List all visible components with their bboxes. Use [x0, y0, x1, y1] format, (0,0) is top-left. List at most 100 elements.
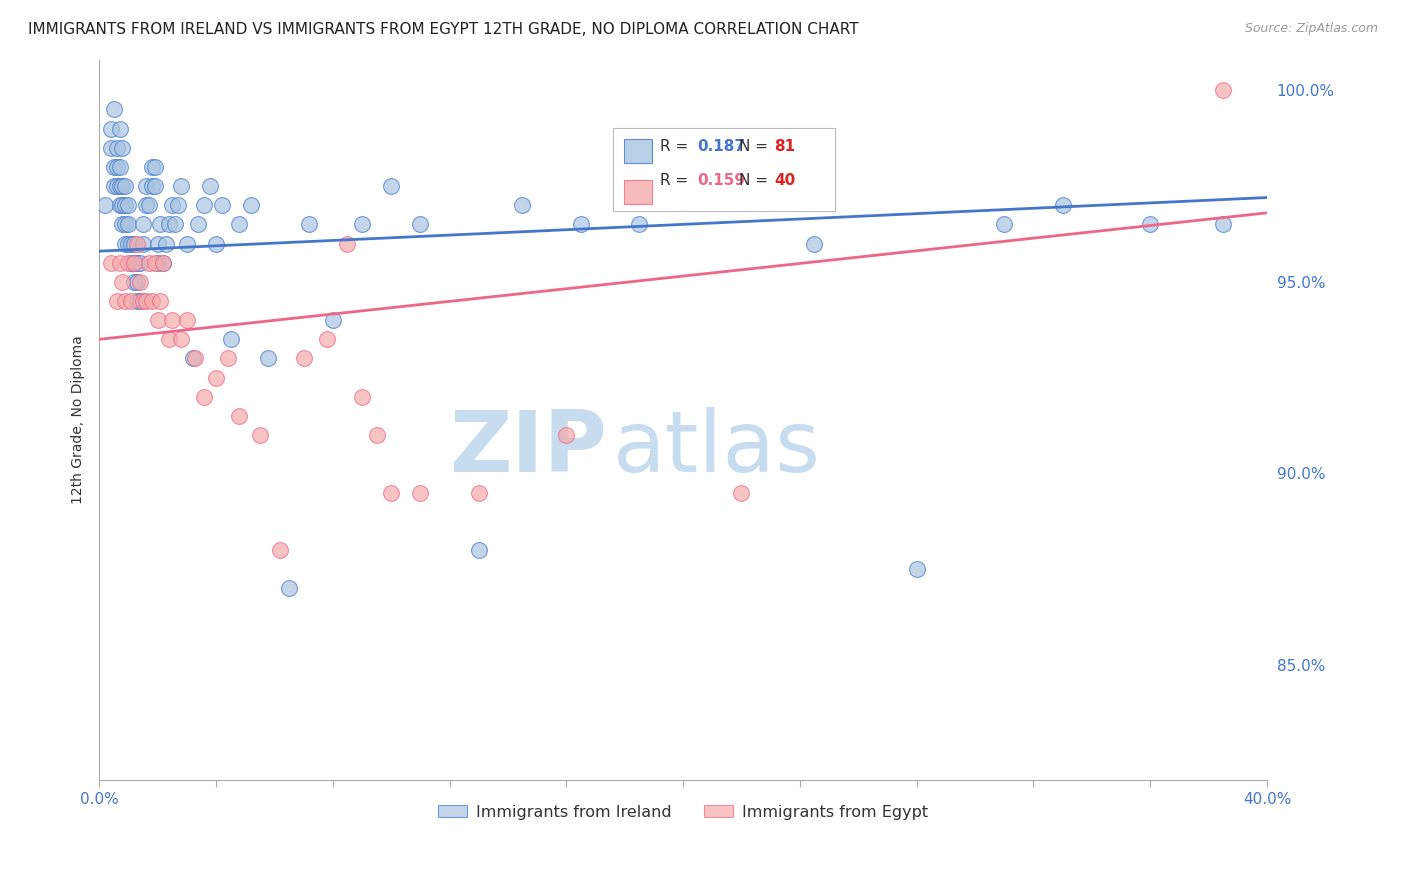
- Point: [117, 218, 139, 232]
- Point: [100, 255, 122, 269]
- Point: [292, 351, 315, 366]
- Point: [467, 543, 489, 558]
- Text: N =: N =: [740, 139, 773, 153]
- Point: [138, 255, 160, 269]
- Point: [155, 236, 177, 251]
- Point: [146, 255, 169, 269]
- Point: [336, 236, 359, 251]
- Point: [205, 370, 228, 384]
- Point: [129, 255, 152, 269]
- Text: N =: N =: [740, 173, 773, 188]
- Point: [217, 351, 239, 366]
- Point: [111, 275, 134, 289]
- Point: [1212, 218, 1234, 232]
- Point: [176, 313, 198, 327]
- Point: [132, 236, 155, 251]
- Point: [380, 179, 402, 194]
- Point: [122, 255, 145, 269]
- Point: [103, 103, 125, 117]
- Point: [127, 255, 149, 269]
- Point: [117, 236, 139, 251]
- Point: [228, 218, 250, 232]
- Point: [111, 198, 134, 212]
- Point: [163, 218, 186, 232]
- Point: [315, 332, 337, 346]
- Point: [205, 236, 228, 251]
- Point: [117, 255, 139, 269]
- Point: [152, 255, 174, 269]
- Point: [122, 236, 145, 251]
- Point: [138, 198, 160, 212]
- Point: [181, 351, 204, 366]
- Point: [94, 198, 117, 212]
- Y-axis label: 12th Grade, No Diploma: 12th Grade, No Diploma: [72, 335, 86, 504]
- Point: [409, 218, 432, 232]
- Point: [135, 293, 157, 308]
- Point: [114, 198, 136, 212]
- Point: [211, 198, 233, 212]
- Point: [170, 332, 193, 346]
- Point: [132, 218, 155, 232]
- Point: [249, 428, 271, 442]
- Point: [105, 160, 128, 174]
- Point: [803, 236, 825, 251]
- Point: [117, 198, 139, 212]
- Point: [105, 179, 128, 194]
- Point: [105, 293, 128, 308]
- Point: [409, 485, 432, 500]
- Point: [228, 409, 250, 423]
- Point: [160, 198, 183, 212]
- Point: [467, 485, 489, 500]
- Point: [322, 313, 344, 327]
- Point: [129, 293, 152, 308]
- Point: [100, 121, 122, 136]
- Text: ZIP: ZIP: [450, 407, 607, 490]
- Text: atlas: atlas: [613, 407, 821, 490]
- Text: 81: 81: [775, 139, 796, 153]
- Point: [111, 141, 134, 155]
- FancyBboxPatch shape: [623, 179, 651, 204]
- Point: [219, 332, 242, 346]
- Text: 40: 40: [775, 173, 796, 188]
- Text: Source: ZipAtlas.com: Source: ZipAtlas.com: [1244, 22, 1378, 36]
- Point: [350, 390, 373, 404]
- Point: [167, 198, 190, 212]
- Point: [157, 218, 180, 232]
- Text: IMMIGRANTS FROM IRELAND VS IMMIGRANTS FROM EGYPT 12TH GRADE, NO DIPLOMA CORRELAT: IMMIGRANTS FROM IRELAND VS IMMIGRANTS FR…: [28, 22, 859, 37]
- Point: [108, 255, 131, 269]
- Point: [143, 179, 166, 194]
- Point: [114, 218, 136, 232]
- Point: [108, 160, 131, 174]
- Point: [143, 160, 166, 174]
- Point: [120, 236, 142, 251]
- Point: [298, 218, 321, 232]
- Point: [170, 179, 193, 194]
- Point: [160, 313, 183, 327]
- Point: [277, 582, 299, 596]
- Point: [122, 255, 145, 269]
- Text: 0.187: 0.187: [697, 139, 745, 153]
- Point: [193, 390, 215, 404]
- Point: [193, 198, 215, 212]
- Point: [628, 218, 651, 232]
- Point: [350, 218, 373, 232]
- Point: [114, 236, 136, 251]
- Point: [702, 179, 724, 194]
- Point: [366, 428, 388, 442]
- Point: [730, 485, 752, 500]
- Text: R =: R =: [659, 173, 693, 188]
- Point: [127, 293, 149, 308]
- Point: [120, 293, 142, 308]
- Point: [141, 293, 163, 308]
- Point: [135, 198, 157, 212]
- Point: [569, 218, 592, 232]
- Point: [157, 332, 180, 346]
- Text: R =: R =: [659, 139, 693, 153]
- Legend: Immigrants from Ireland, Immigrants from Egypt: Immigrants from Ireland, Immigrants from…: [432, 798, 935, 826]
- Point: [257, 351, 280, 366]
- Point: [905, 562, 928, 576]
- Point: [122, 275, 145, 289]
- Point: [100, 141, 122, 155]
- Point: [143, 255, 166, 269]
- Point: [184, 351, 207, 366]
